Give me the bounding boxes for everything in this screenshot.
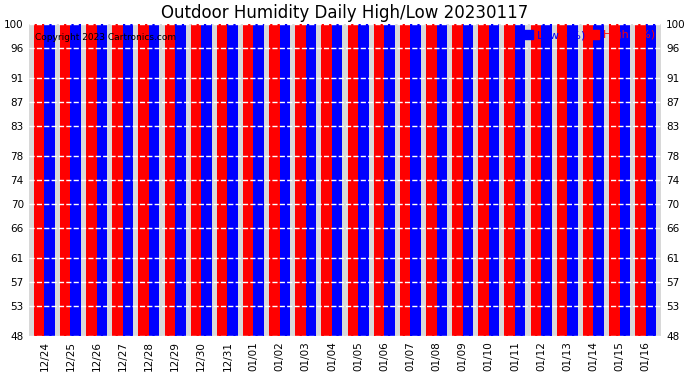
Bar — [646, 0, 656, 336]
Bar — [489, 0, 500, 336]
Bar — [411, 0, 421, 336]
Bar — [165, 0, 175, 336]
Bar — [593, 0, 604, 336]
Bar — [384, 0, 395, 336]
Bar — [322, 0, 332, 336]
Bar — [531, 0, 541, 336]
Bar — [34, 0, 44, 336]
Bar — [400, 0, 411, 336]
Bar — [269, 0, 279, 336]
Bar — [227, 0, 238, 336]
Bar — [358, 0, 368, 336]
Bar — [541, 0, 551, 336]
Bar — [463, 0, 473, 336]
Bar — [295, 0, 306, 336]
Bar — [306, 0, 316, 336]
Bar — [112, 0, 123, 336]
Bar — [175, 0, 186, 336]
Bar — [123, 12, 133, 336]
Legend: Low  (%), High  (%): Low (%), High (%) — [521, 29, 656, 42]
Bar — [609, 0, 620, 336]
Bar — [635, 0, 646, 336]
Bar — [243, 0, 253, 336]
Bar — [279, 0, 290, 336]
Title: Outdoor Humidity Daily High/Low 20230117: Outdoor Humidity Daily High/Low 20230117 — [161, 4, 529, 22]
Bar — [201, 0, 212, 336]
Bar — [217, 0, 227, 336]
Text: Copyright 2023 Cartronics.com: Copyright 2023 Cartronics.com — [35, 33, 176, 42]
Bar — [97, 12, 107, 336]
Bar — [504, 0, 515, 336]
Bar — [348, 0, 358, 336]
Bar — [583, 0, 593, 336]
Bar — [139, 0, 149, 336]
Bar — [332, 0, 342, 336]
Bar — [557, 0, 567, 336]
Bar — [86, 0, 97, 336]
Bar — [253, 0, 264, 336]
Bar — [567, 0, 578, 336]
Bar — [60, 0, 70, 336]
Bar — [515, 0, 525, 336]
Bar — [149, 0, 159, 336]
Bar — [620, 0, 630, 336]
Bar — [478, 0, 489, 336]
Bar — [190, 0, 201, 336]
Bar — [44, 0, 55, 336]
Bar — [452, 0, 463, 336]
Bar — [374, 0, 384, 336]
Bar — [437, 0, 447, 336]
Bar — [70, 0, 81, 336]
Bar — [426, 0, 437, 336]
